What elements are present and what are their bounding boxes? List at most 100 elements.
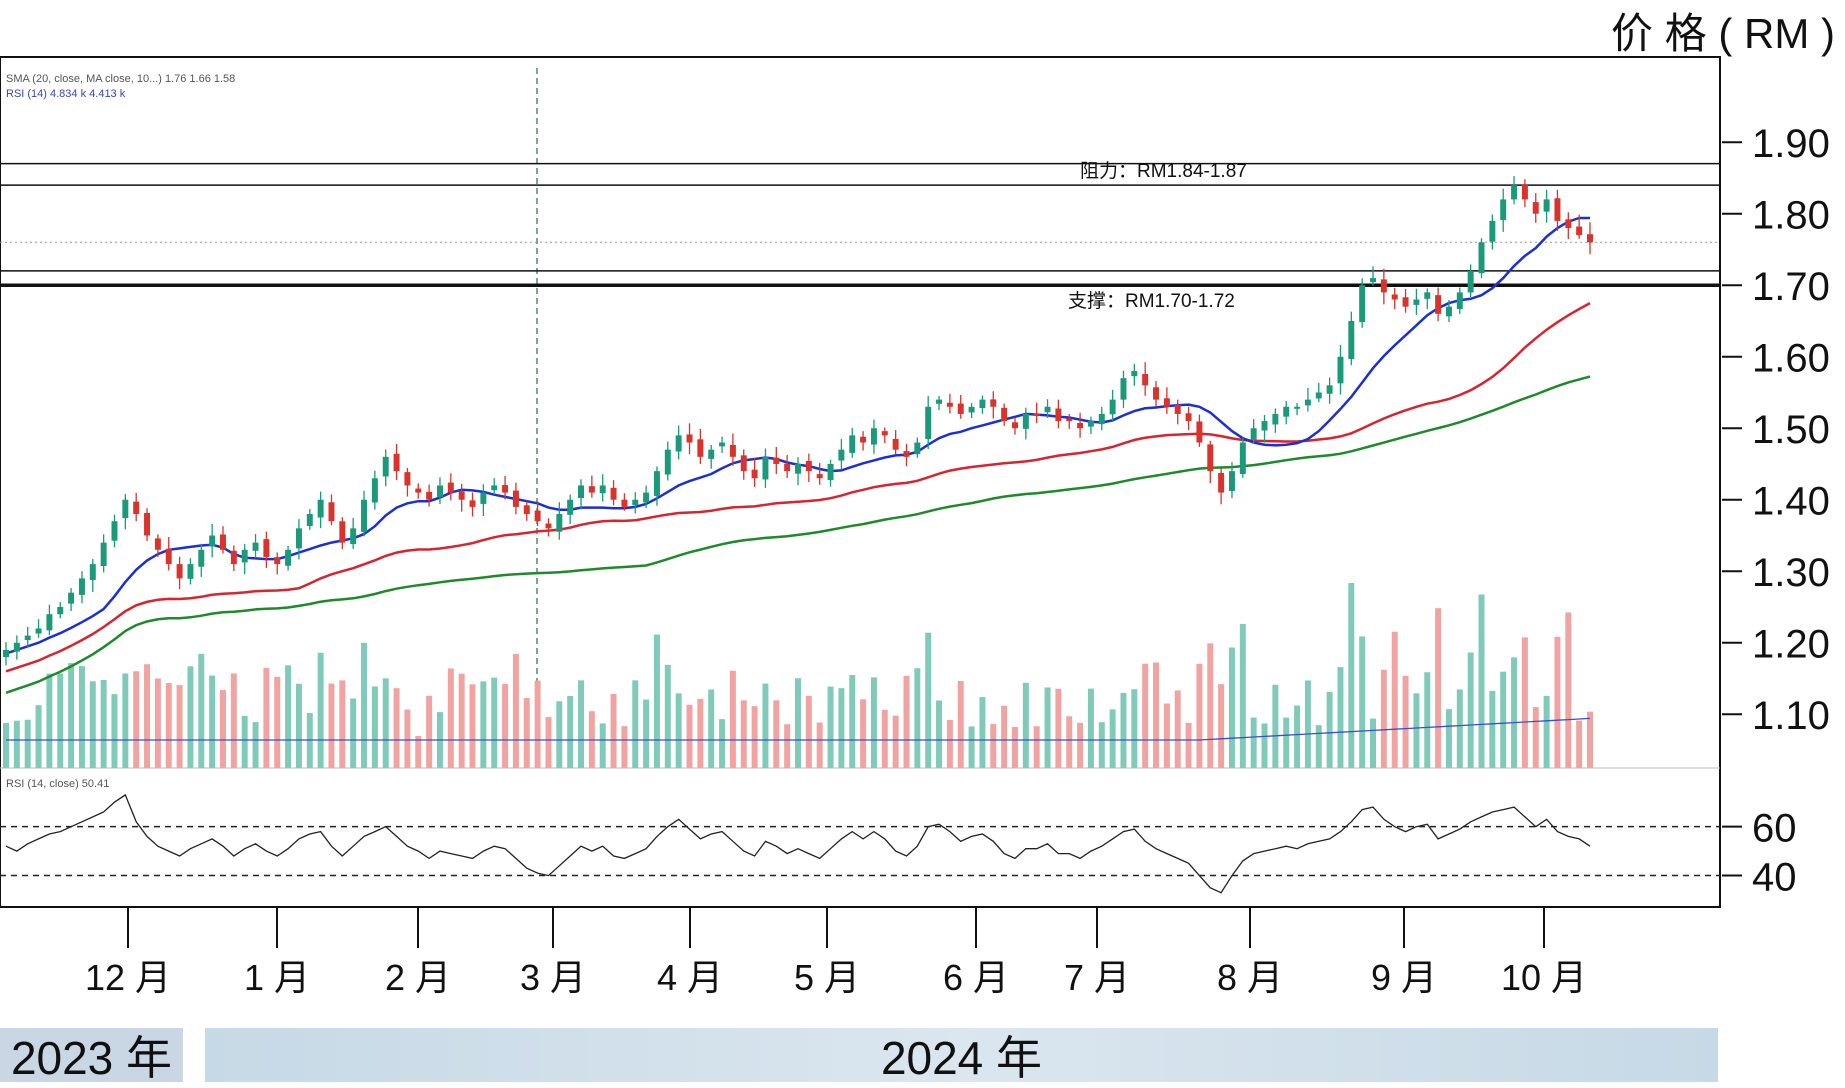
candle-body [1055,408,1062,422]
candle-body [469,500,476,507]
volume-bar [849,674,856,768]
volume-bar [371,686,378,768]
candle-body [632,499,639,506]
candle-body [480,492,487,504]
candle-body [1380,279,1387,293]
candle-body [1304,399,1311,406]
candle-body [100,542,107,566]
volume-bar [122,673,129,768]
volume-bar [534,680,541,768]
volume-bar [1543,695,1550,768]
candle-body [816,474,823,479]
volume-bar [241,715,248,768]
candle-body [1587,234,1593,243]
candle-body [1033,413,1040,416]
candle-body [1066,418,1073,422]
volume-bar [1012,726,1018,768]
volume-bar [512,653,519,768]
candle-body [404,472,411,486]
volume-bar [1098,722,1105,768]
candle-body [339,521,346,543]
volume-bar [1283,717,1290,768]
candle-body [740,455,747,472]
candle-body [382,456,389,477]
volume-bar [751,706,758,768]
rsi-tick-label: 40 [1752,856,1797,900]
volume-bar [1413,693,1420,768]
candle-body [295,528,302,549]
candle-body [1153,387,1160,400]
volume-bar [968,726,975,768]
price-tick-label: 1.20 [1752,623,1830,667]
volume-bar [1044,687,1051,768]
candle-body [154,538,161,550]
candle-body [3,649,9,658]
volume-bar [816,722,823,768]
candle-body [1120,378,1127,400]
candle-body [1326,385,1333,394]
volume-bar [35,705,42,768]
year-2024-band: 2024 年 [205,1028,1718,1084]
candle-body [1500,199,1507,221]
legend-rsi-stats: RSI (14) 4.834 k 4.413 k [6,88,126,100]
volume-bar [903,675,910,768]
price-tick-label: 1.10 [1752,694,1830,738]
volume-bar [68,663,75,768]
candle-body [914,442,921,455]
volume-bar [708,689,715,768]
candle-body [567,499,574,515]
candle-body [1489,220,1496,242]
volume-bar [1185,722,1192,768]
volume-bar [1228,647,1235,768]
volume-bar [317,652,324,768]
volume-bar [1174,690,1181,768]
candle-body [946,402,953,407]
volume-bar [1500,671,1507,768]
candle-body [968,406,975,413]
volume-bar [892,715,899,768]
volume-bar [578,680,584,768]
volume-bar [382,678,389,768]
volume-bar [1304,680,1311,768]
month-tick-label: 2 月 [385,957,451,998]
candle-body [1218,472,1225,493]
volume-bar [144,664,151,768]
candle-body [1315,392,1322,399]
volume-bar [1359,636,1366,768]
volume-bar [827,686,834,768]
candle-body [46,614,53,631]
volume-bar [350,698,357,768]
volume-bar [740,700,747,768]
volume-bar [1435,608,1442,768]
volume-bar [1261,723,1268,768]
volume-bar [881,709,888,768]
candle-body [1554,198,1561,221]
volume-bar [1467,652,1474,768]
volume-bar [328,683,335,768]
candle-body [122,499,129,519]
candle-body [111,521,118,541]
volume-bar [675,693,682,768]
volume-bar [610,693,617,768]
support-label: 支撑：RM1.70-1.72 [1068,290,1235,312]
volume-bar [469,684,476,768]
candle-body [1565,219,1572,229]
volume-ma-line [6,717,1591,741]
candle-body [1283,406,1290,417]
volume-bar [1402,675,1409,768]
price-tick-label: 1.90 [1752,122,1830,166]
volume-bar [1142,663,1149,768]
legend-rsi: RSI (14, close) 50.41 [6,778,109,790]
volume-bar [686,704,693,768]
candle-body [350,528,357,545]
candle-body [957,403,964,414]
candle-body [903,451,910,457]
volume-bar [415,735,422,768]
month-tick-label: 5 月 [794,957,860,998]
candle-body [892,438,899,450]
candle-body [1543,199,1550,212]
volume-bar [1576,720,1583,768]
volume-bar [133,671,140,768]
volume-bar [285,665,292,768]
